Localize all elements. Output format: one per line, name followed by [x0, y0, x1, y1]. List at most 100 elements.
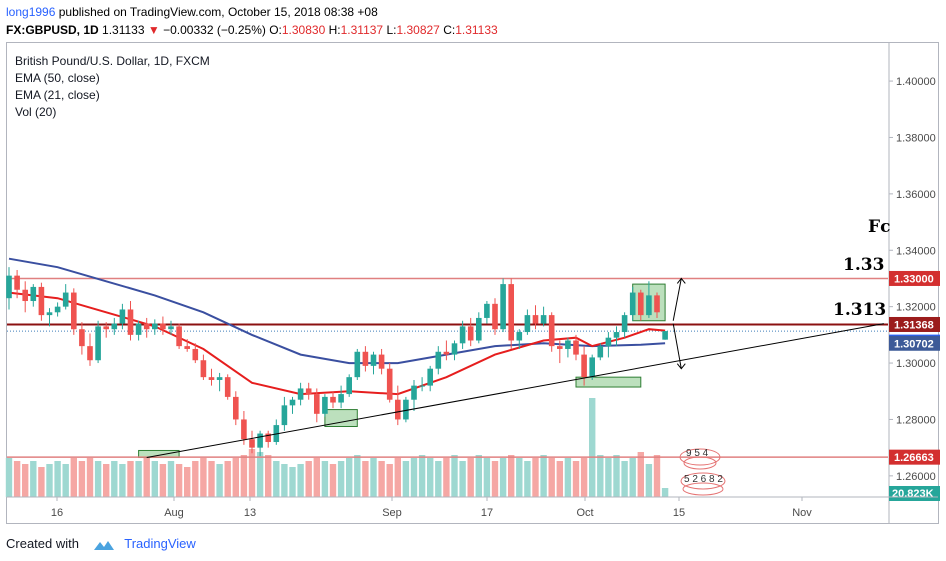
- price-tick-label: 1.30000: [896, 358, 936, 370]
- low-label: L:: [386, 23, 397, 37]
- horizontal-lines[interactable]: [7, 277, 888, 458]
- volume-bar: [354, 455, 361, 497]
- price-tag[interactable]: 1.33000: [889, 270, 940, 286]
- candle-body: [597, 346, 604, 358]
- candle: [176, 323, 182, 349]
- time-tick-label: Sep: [382, 507, 402, 519]
- volume-bar: [232, 458, 239, 497]
- candle: [168, 320, 174, 335]
- volume-bar: [175, 464, 183, 497]
- candle-body: [46, 312, 53, 316]
- candle: [573, 334, 579, 361]
- event-marker-bottom[interactable]: 5 2 6 8 2: [680, 472, 726, 496]
- candle-body: [119, 309, 126, 324]
- price-tag[interactable]: 1.30702: [889, 335, 940, 351]
- tradingview-logo-icon: [93, 540, 114, 550]
- price-tag[interactable]: 1.31368: [889, 316, 940, 332]
- author-link[interactable]: long1996: [6, 5, 56, 19]
- volume-bar: [256, 452, 264, 497]
- price-axis[interactable]: 1.40000 1.38000 1.36000 1.34000 1.32000 1.300…: [888, 43, 940, 523]
- candle: [419, 377, 425, 392]
- price-tag[interactable]: 1.26663: [889, 449, 940, 465]
- candle-body: [79, 329, 85, 347]
- drawings[interactable]: [146, 277, 884, 459]
- candle-body: [297, 388, 304, 400]
- candle-body: [152, 323, 158, 330]
- volume-bar: [370, 458, 377, 497]
- candle: [95, 320, 101, 364]
- volume-tag[interactable]: 20.823K: [889, 486, 940, 501]
- time-axis[interactable]: 16 Aug 13 Sep 17 Oct 15 Nov: [7, 496, 938, 519]
- volume-bar: [321, 461, 329, 497]
- open-value: 1.30830: [281, 23, 326, 37]
- candle-body: [451, 343, 458, 355]
- arrow-head-icon: [676, 363, 686, 370]
- candle: [613, 326, 620, 347]
- candle-body: [192, 348, 199, 361]
- candle: [143, 317, 150, 338]
- event-marker-top[interactable]: 9 5 4: [679, 448, 721, 470]
- volume-bar: [621, 461, 628, 497]
- candle: [654, 292, 660, 318]
- tradingview-link[interactable]: TradingView: [124, 536, 196, 551]
- volume-bar: [54, 461, 61, 497]
- volume-bar: [378, 461, 385, 497]
- highlight-zone[interactable]: [575, 376, 642, 388]
- candle-body: [378, 354, 385, 369]
- candle: [548, 312, 555, 352]
- projection-arrow[interactable]: [672, 323, 682, 369]
- candle-body: [395, 399, 401, 420]
- candles: [6, 267, 668, 457]
- low-value: 1.30827: [396, 23, 440, 37]
- price-tick-label: 1.34000: [896, 245, 936, 257]
- candle: [467, 317, 474, 347]
- candle: [532, 305, 539, 330]
- candle-body: [168, 326, 174, 330]
- price-tag-bg: [889, 335, 940, 351]
- candle-body: [548, 315, 555, 347]
- candle-body: [524, 315, 531, 333]
- volume-bar: [38, 467, 45, 497]
- candle: [338, 385, 344, 409]
- candle: [386, 363, 393, 403]
- candle: [435, 346, 442, 375]
- time-tick-label: 17: [481, 507, 493, 519]
- volume-bar: [62, 464, 69, 497]
- label-1-313: 1.313: [833, 300, 886, 320]
- high-label: H:: [328, 23, 341, 37]
- candle: [646, 281, 652, 318]
- candle: [216, 372, 223, 392]
- volume-bar: [629, 458, 636, 497]
- candle-body: [14, 275, 20, 290]
- trend-line[interactable]: [146, 323, 884, 459]
- candle-body: [435, 351, 442, 369]
- candle: [289, 396, 296, 414]
- candle: [224, 374, 231, 400]
- candle: [160, 316, 166, 335]
- volume-bar: [273, 461, 280, 497]
- publish-line: long1996 published on TradingView.com, O…: [6, 5, 378, 19]
- candle-body: [621, 315, 628, 333]
- candle-body: [370, 354, 377, 366]
- volume-bar: [605, 458, 612, 497]
- volume-bar: [313, 458, 320, 497]
- candle-body: [476, 317, 482, 341]
- candle: [184, 339, 190, 352]
- candle: [208, 368, 215, 386]
- candle: [297, 382, 304, 406]
- legend-volume: Vol (20): [15, 105, 56, 119]
- candle-body: [38, 286, 45, 316]
- candle: [484, 301, 490, 324]
- candle-body: [443, 351, 450, 355]
- volume-bar: [427, 458, 434, 497]
- projection-arrow[interactable]: [672, 278, 682, 321]
- candle: [241, 410, 247, 445]
- candle: [524, 309, 531, 335]
- highlight-zone[interactable]: [324, 409, 358, 428]
- candle: [71, 288, 77, 335]
- price-tag-label: 1.31368: [894, 319, 934, 331]
- candle: [565, 337, 571, 358]
- candle-body: [160, 323, 166, 330]
- volume-bar: [475, 455, 482, 497]
